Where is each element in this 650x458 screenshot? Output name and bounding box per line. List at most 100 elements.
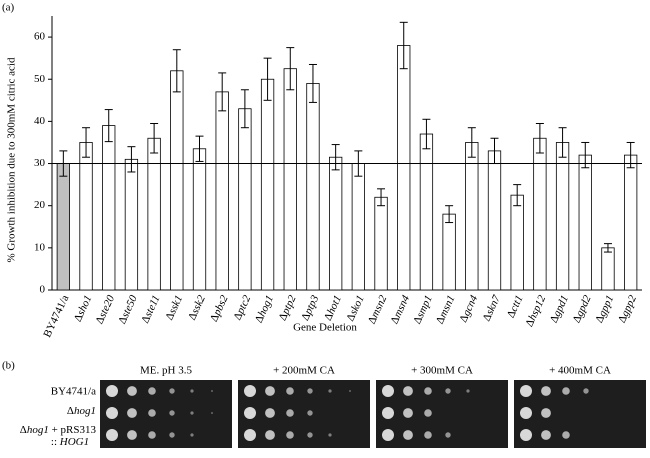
x-tick-label: Δgcn4: [457, 293, 480, 324]
x-tick-label: Δmsn1: [433, 293, 457, 326]
colony-spot: [424, 409, 432, 417]
colony-spot: [307, 432, 313, 438]
x-tick-label: Δssk1: [163, 293, 185, 322]
x-axis-label: Gene Deletion: [293, 322, 357, 334]
x-tick-label: Δgpd2: [570, 293, 593, 325]
bar: [238, 108, 252, 291]
colony-spot: [445, 388, 451, 394]
colony-spot: [190, 411, 194, 415]
bar: [578, 154, 592, 291]
y-tick-label: 30: [34, 157, 46, 169]
bar: [329, 156, 343, 291]
y-tick-label: 40: [34, 115, 46, 127]
x-tick-label: Δste20: [93, 293, 117, 326]
colony-spot: [424, 387, 432, 395]
colony-spot: [541, 430, 551, 440]
column-header: + 400mM CA: [549, 365, 611, 377]
colony-spot: [520, 407, 532, 419]
row-label: Δhog1 + pRS313: [20, 424, 97, 436]
plate-photo: [376, 380, 508, 448]
bar: [192, 148, 207, 291]
colony-spot: [211, 390, 213, 392]
x-tick-label: Δsko1: [344, 293, 366, 323]
x-tick-label: Δctt1: [504, 293, 525, 319]
colony-spot: [541, 408, 551, 418]
y-tick-label: 60: [34, 31, 46, 43]
x-tick-label: Δptp2: [276, 293, 298, 323]
panel-label: (a): [2, 2, 15, 14]
colony-spot: [190, 389, 194, 393]
plate-photo: [514, 380, 646, 448]
bar: [215, 91, 229, 291]
x-tick-label: Δste50: [116, 293, 140, 326]
colony-spot: [328, 433, 332, 437]
colony-spot: [520, 429, 532, 441]
colony-spot: [562, 387, 570, 395]
colony-spot: [211, 412, 213, 414]
y-tick-label: 10: [34, 241, 46, 253]
bar: [260, 78, 275, 291]
y-axis-label: % Growth inhibition due to 300mM citric …: [6, 57, 18, 262]
colony-spot: [169, 410, 175, 416]
x-tick-label: Δskn7: [480, 293, 503, 323]
colony-spot: [127, 430, 137, 440]
row-label: BY4741/a: [51, 386, 96, 398]
colony-spot: [265, 408, 275, 418]
bar: [124, 158, 139, 291]
bar: [351, 163, 365, 291]
column-header: + 300mM CA: [411, 365, 473, 377]
colony-spot: [466, 389, 470, 393]
colony-spot: [403, 430, 413, 440]
colony-spot: [190, 433, 194, 437]
colony-spot: [286, 387, 294, 395]
plate-photo: [100, 380, 232, 448]
colony-spot: [148, 431, 156, 439]
x-tick-label: BY4741/a: [41, 293, 71, 339]
bar: [487, 150, 502, 291]
colony-spot: [328, 389, 332, 393]
colony-spot: [106, 407, 118, 419]
bar: [624, 154, 638, 291]
colony-spot: [265, 386, 275, 396]
y-tick-label: 0: [40, 284, 46, 296]
bar: [56, 163, 70, 291]
bar: [397, 45, 411, 291]
colony-spot: [424, 431, 432, 439]
x-tick-label: Δsmp1: [411, 293, 435, 326]
colony-spot: [349, 390, 351, 392]
x-tick-label: Δpbs2: [208, 293, 231, 324]
bar: [419, 133, 434, 291]
x-tick-label: Δgpp1: [593, 293, 616, 324]
column-header: + 200mM CA: [273, 365, 335, 377]
bar: [306, 83, 320, 291]
colony-spot: [307, 388, 313, 394]
bar: [510, 194, 524, 291]
x-tick-label: Δptc2: [231, 293, 253, 322]
bar: [147, 137, 161, 291]
colony-spot: [148, 387, 156, 395]
bar: [170, 70, 184, 291]
colony-spot: [520, 385, 532, 397]
colony-spot: [127, 386, 137, 396]
colony-spot: [562, 431, 570, 439]
bar: [283, 68, 297, 291]
panel-label: (b): [2, 360, 15, 372]
plate-photo: [238, 380, 370, 448]
y-tick-label: 20: [34, 199, 46, 211]
bar: [601, 247, 615, 291]
x-tick-label: Δptp3: [299, 293, 321, 323]
colony-spot: [244, 429, 256, 441]
column-header: ME. pH 3.5: [140, 365, 192, 377]
bar: [374, 196, 388, 291]
colony-spot: [106, 429, 118, 441]
x-tick-label: Δgpd1: [547, 293, 570, 324]
colony-spot: [583, 388, 589, 394]
bar: [442, 213, 456, 291]
colony-spot: [169, 388, 175, 394]
bar: [533, 137, 547, 291]
row-label: Δhog1: [67, 405, 96, 417]
colony-spot: [403, 386, 413, 396]
x-tick-label: Δsho1: [71, 293, 94, 323]
x-tick-label: Δgpp2: [616, 293, 639, 325]
colony-spot: [445, 432, 451, 438]
